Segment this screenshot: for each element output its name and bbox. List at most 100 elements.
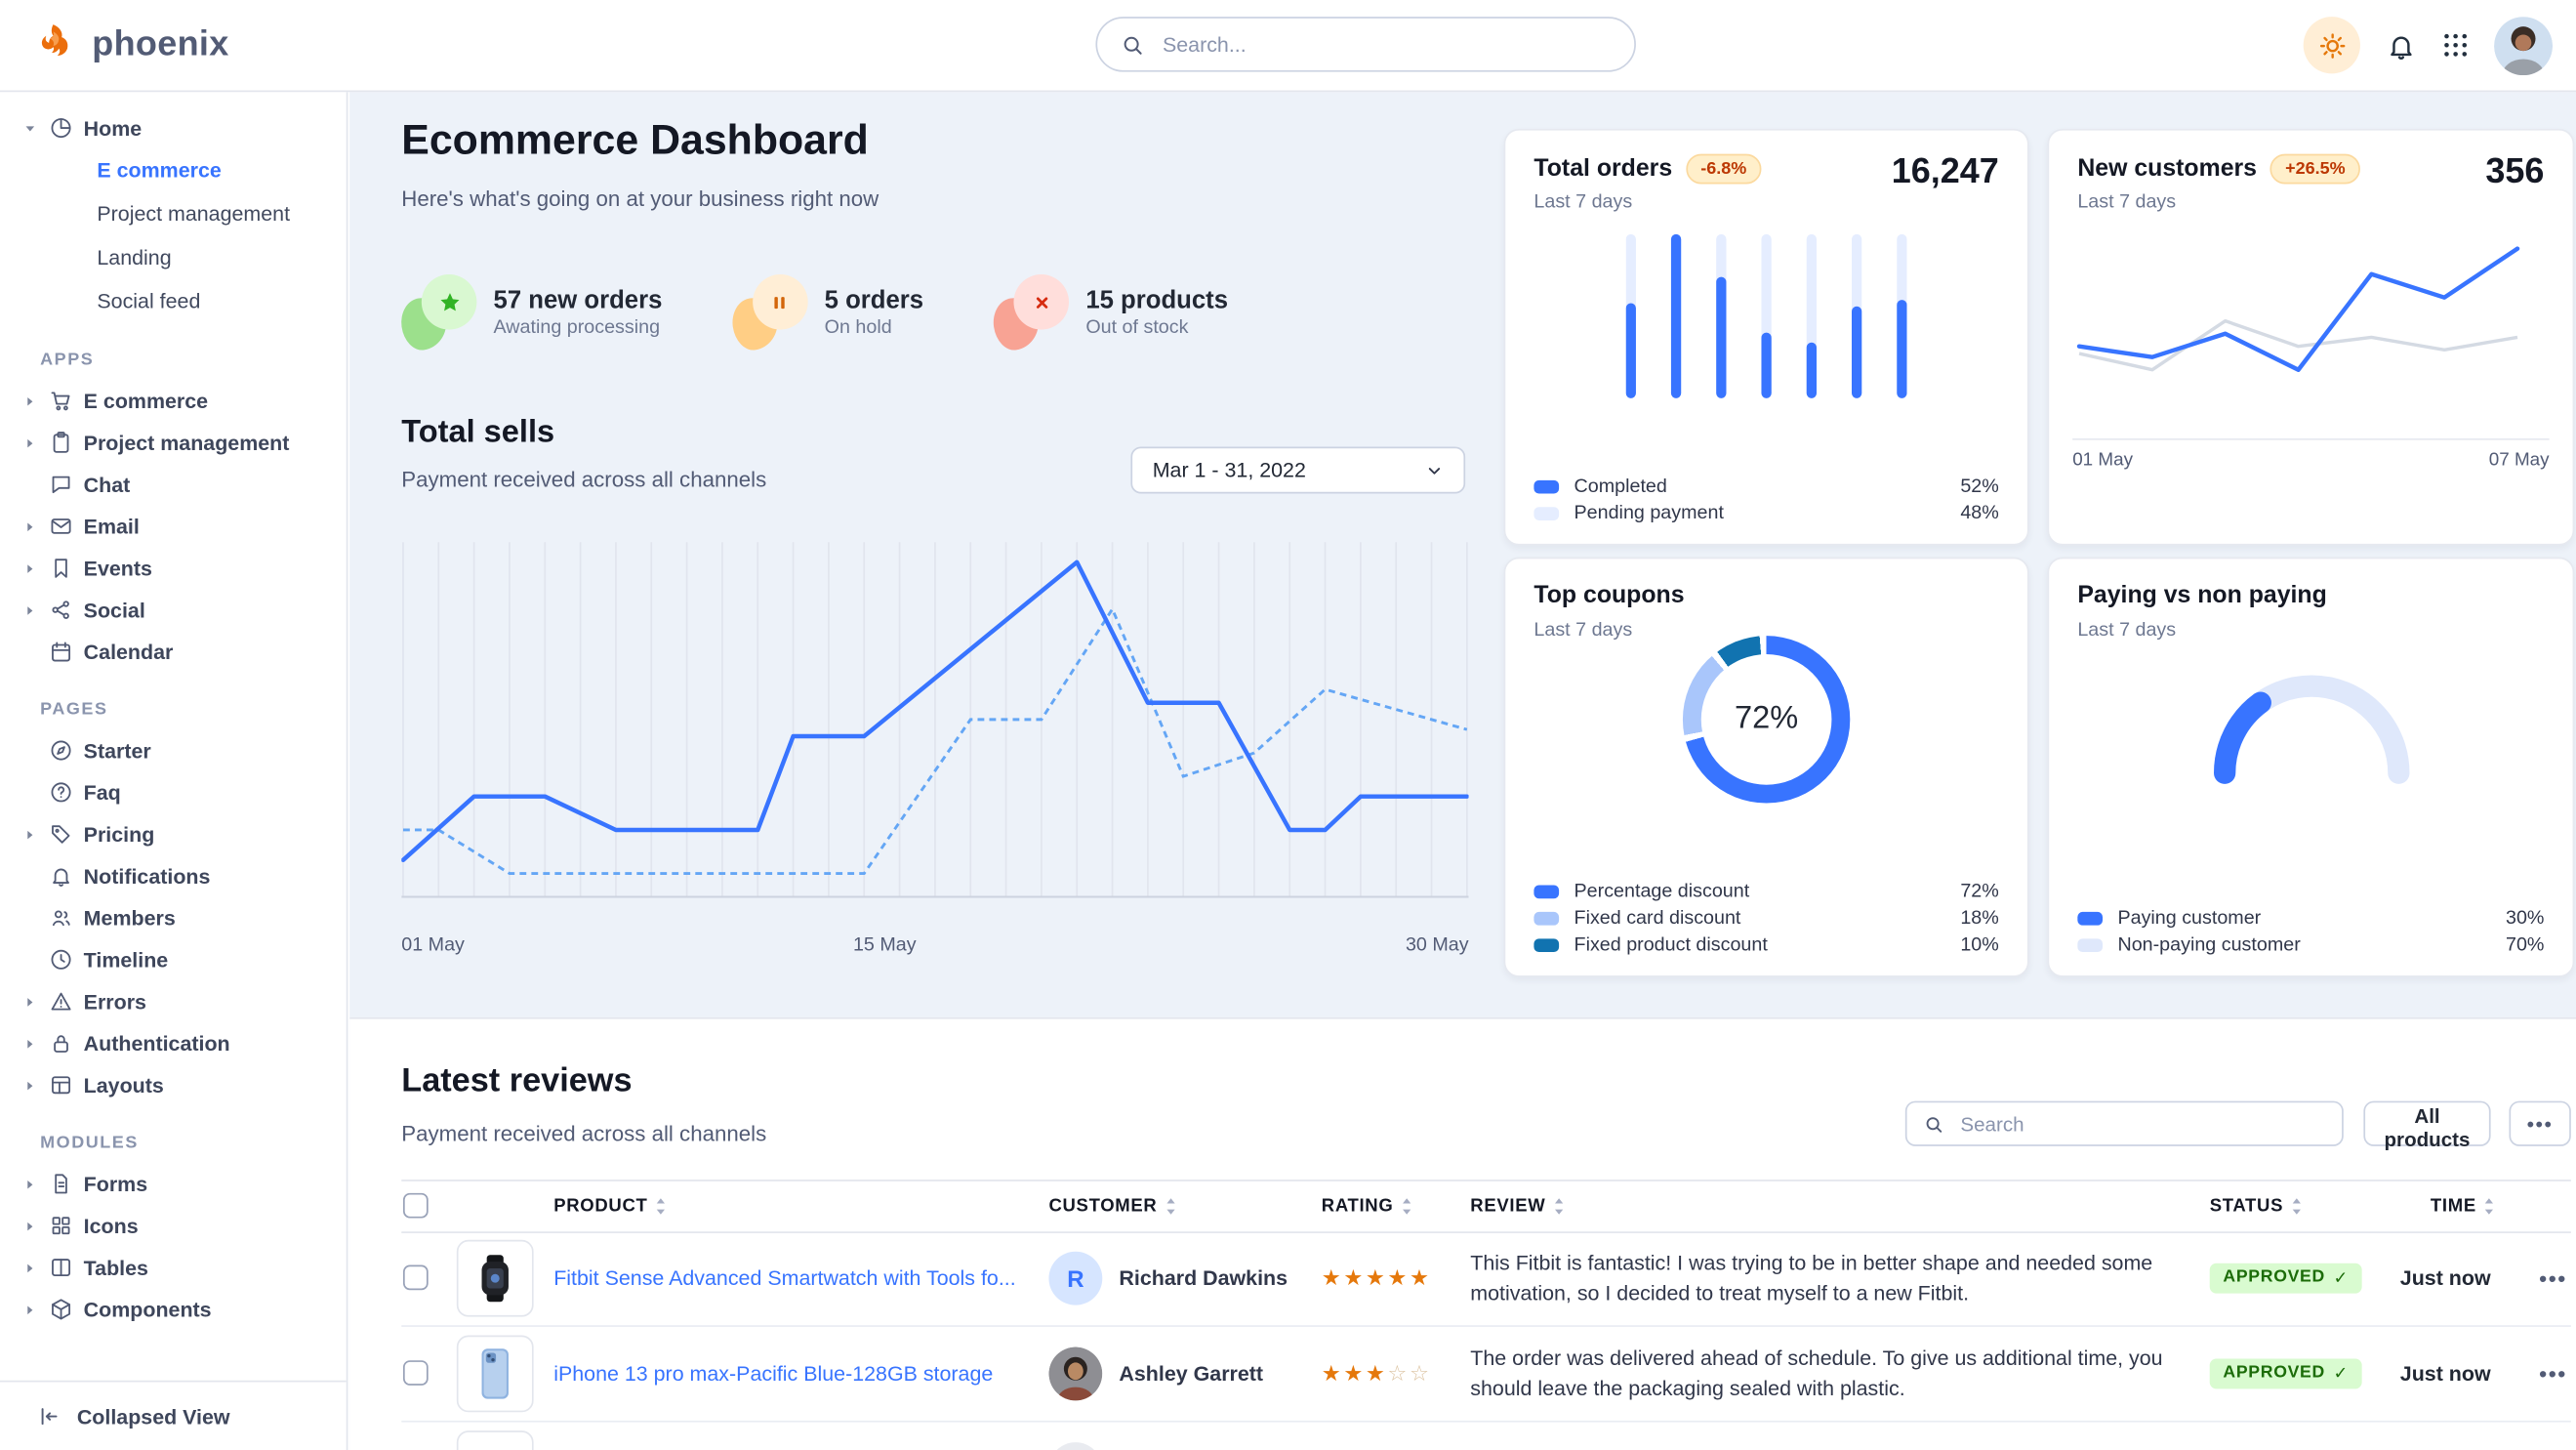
review-time: Just now xyxy=(2399,1361,2491,1386)
tag-icon xyxy=(52,825,70,844)
nine-dots-icon xyxy=(2444,33,2468,57)
legend-value: 30% xyxy=(2505,908,2545,930)
sidebar-item-notifications[interactable]: Notifications xyxy=(0,855,347,897)
product-link[interactable]: iPhone 13 pro max-Pacific Blue-128GB sto… xyxy=(553,1361,994,1386)
apps-menu-button[interactable] xyxy=(2442,32,2469,59)
card-period: Last 7 days xyxy=(2077,192,2177,213)
total-orders-bar-chart xyxy=(1625,230,1907,404)
reviews-search xyxy=(1904,1100,2344,1146)
column-header-product[interactable]: PRODUCT xyxy=(553,1181,666,1231)
x-axis-label: 01 May xyxy=(2072,449,2134,471)
sidebar-item-authentication[interactable]: Authentication xyxy=(0,1022,347,1064)
paying-legend: Paying customer 30% Non-paying customer … xyxy=(2077,908,2545,955)
legend-label: Fixed card discount xyxy=(1574,908,1741,930)
sidebar-subitem-social-feed[interactable]: Social feed xyxy=(97,289,201,313)
row-checkbox[interactable] xyxy=(402,1359,429,1386)
top-coupons-donut-chart: 72% xyxy=(1682,636,1851,804)
reviews-title: Latest reviews xyxy=(401,1062,633,1099)
chevron-right-icon xyxy=(26,521,32,531)
sidebar-item-components[interactable]: Components xyxy=(0,1289,347,1331)
theme-toggle-button[interactable] xyxy=(2303,17,2360,74)
column-header-time[interactable]: TIME xyxy=(2431,1181,2495,1231)
avatar-image xyxy=(2494,16,2554,75)
search-input[interactable] xyxy=(1159,30,1612,59)
bell-icon xyxy=(53,868,69,887)
sidebar-item-starter[interactable]: Starter xyxy=(0,729,347,771)
notifications-button[interactable] xyxy=(2386,29,2418,62)
sidebar-item-calendar[interactable]: Calendar xyxy=(0,631,347,673)
sidebar-item-project-management[interactable]: Project management xyxy=(0,422,347,464)
sidebar-item-forms[interactable]: Forms xyxy=(0,1163,347,1205)
sidebar-item-e-commerce[interactable]: E commerce xyxy=(0,380,347,422)
iphone-image xyxy=(481,1347,509,1398)
sidebar-item-members[interactable]: Members xyxy=(0,897,347,939)
x-axis-label: 01 May xyxy=(401,934,465,956)
sidebar-section-label: PAGES xyxy=(40,699,108,720)
sidebar-item-events[interactable]: Events xyxy=(0,547,347,589)
sidebar-item-icons[interactable]: Icons xyxy=(0,1205,347,1247)
row-menu-button[interactable]: ••• xyxy=(2529,1264,2576,1292)
card-title: Top coupons xyxy=(1533,582,1685,609)
sidebar-item-email[interactable]: Email xyxy=(0,506,347,548)
sidebar-item-home[interactable]: Home xyxy=(0,107,347,149)
clock-icon xyxy=(51,949,71,970)
card-period: Last 7 days xyxy=(1533,192,1633,213)
question-icon xyxy=(51,782,71,803)
legend-label: Pending payment xyxy=(1574,503,1724,524)
sidebar-item-errors[interactable]: Errors xyxy=(0,980,347,1022)
collapse-view-label: Collapsed View xyxy=(76,1404,230,1429)
pause-icon xyxy=(775,296,786,309)
column-header-customer[interactable]: CUSTOMER xyxy=(1048,1181,1175,1231)
sidebar-item-layouts[interactable]: Layouts xyxy=(0,1064,347,1106)
warning-icon xyxy=(51,992,71,1011)
status-badge: APPROVED ✓ xyxy=(2209,1357,2362,1388)
sidebar-subitem-landing[interactable]: Landing xyxy=(97,245,172,269)
sidebar-subitem-project-management[interactable]: Project management xyxy=(97,202,291,227)
calendar-icon xyxy=(52,642,71,662)
stat-warning: 5 orders On hold xyxy=(728,274,923,353)
card-title: New customers xyxy=(2077,155,2258,183)
top-navbar: phoenix xyxy=(0,0,2576,93)
sidebar-item-social[interactable]: Social xyxy=(0,589,347,631)
sidebar-item-tables[interactable]: Tables xyxy=(0,1247,347,1289)
product-link[interactable]: Fitbit Sense Advanced Smartwatch with To… xyxy=(553,1265,1016,1290)
legend-swatch xyxy=(1533,885,1560,899)
sidebar-item-faq[interactable]: Faq xyxy=(0,771,347,813)
more-options-button[interactable]: ••• xyxy=(2509,1100,2571,1146)
sidebar-item-label: Tables xyxy=(83,1256,148,1280)
chevron-right-icon xyxy=(26,605,32,614)
column-header-review[interactable]: REVIEW xyxy=(1470,1181,1564,1231)
product-thumbnail[interactable] xyxy=(456,1238,534,1316)
column-header-rating[interactable]: RATING xyxy=(1322,1181,1412,1231)
total-orders-legend: Completed 52% Pending payment 48% xyxy=(1533,476,1999,524)
select-all-checkbox[interactable] xyxy=(402,1192,429,1219)
total-sells-x-axis: 01 May 15 May 30 May xyxy=(401,935,1468,962)
sidebar-subitem-e-commerce[interactable]: E commerce xyxy=(97,158,222,183)
search-icon xyxy=(1926,1116,1942,1132)
chevron-right-icon xyxy=(26,563,32,573)
card-title: Total orders xyxy=(1533,155,1673,183)
row-menu-button[interactable]: ••• xyxy=(2529,1358,2576,1387)
new-customers-x-axis: 01 May 07 May xyxy=(2072,437,2550,471)
check-icon: ✓ xyxy=(2333,1364,2350,1384)
pie-chart-icon xyxy=(51,118,71,139)
sidebar-item-pricing[interactable]: Pricing xyxy=(0,813,347,855)
donut-center-label: 72% xyxy=(1735,701,1799,737)
date-range-select[interactable]: Mar 1 - 31, 2022 xyxy=(1130,446,1466,494)
collapse-view-button[interactable]: Collapsed View xyxy=(0,1380,347,1450)
profile-avatar[interactable] xyxy=(2494,16,2554,75)
legend-row: Completed 52% xyxy=(1533,476,1999,497)
row-checkbox[interactable] xyxy=(402,1264,429,1290)
product-thumbnail[interactable] xyxy=(456,1334,534,1412)
main-content: Ecommerce Dashboard Here's what's going … xyxy=(349,90,2576,1450)
chevron-right-icon xyxy=(26,997,32,1006)
column-header-status[interactable]: STATUS xyxy=(2210,1181,2302,1231)
reviews-search-input[interactable] xyxy=(1956,1110,2325,1138)
card-period: Last 7 days xyxy=(2077,620,2177,642)
all-products-filter-button[interactable]: All products xyxy=(2363,1100,2491,1151)
legend-swatch xyxy=(1533,507,1560,520)
sidebar-item-chat[interactable]: Chat xyxy=(0,464,347,506)
brand-logo[interactable]: phoenix xyxy=(33,21,228,66)
sidebar-item-timeline[interactable]: Timeline xyxy=(0,938,347,980)
